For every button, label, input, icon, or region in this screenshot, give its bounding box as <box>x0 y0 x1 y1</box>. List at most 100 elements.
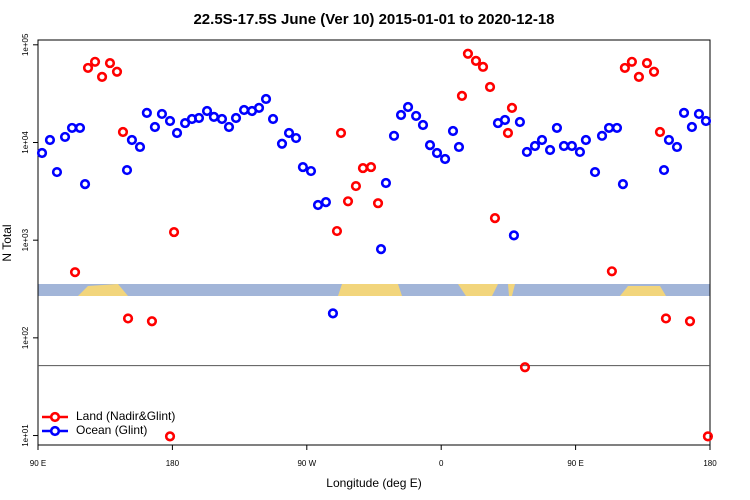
data-point <box>671 141 683 153</box>
data-point <box>658 164 670 176</box>
data-point <box>484 81 496 93</box>
legend-marker <box>49 411 61 423</box>
data-point <box>411 110 422 122</box>
data-point <box>477 61 489 72</box>
data-point <box>380 177 392 189</box>
data-point <box>424 140 436 151</box>
data-point <box>619 62 630 74</box>
data-point <box>305 165 317 177</box>
data-point <box>331 225 343 237</box>
data-point <box>193 112 205 124</box>
data-point <box>596 130 608 141</box>
data-point <box>69 267 81 278</box>
data-point <box>122 313 134 324</box>
data-point <box>551 122 563 134</box>
data-point <box>654 126 666 138</box>
data-point <box>59 131 71 143</box>
data-point <box>508 230 520 241</box>
data-point <box>146 316 158 327</box>
data-point <box>164 431 176 442</box>
data-point <box>417 119 429 131</box>
data-point <box>641 57 653 69</box>
chart-title: 22.5S-17.5S June (Ver 10) 2015-01-01 to … <box>193 11 554 28</box>
y-tick-label: 1e+03 <box>21 228 30 251</box>
data-point <box>168 226 180 238</box>
data-point <box>395 109 407 121</box>
data-point <box>141 107 152 118</box>
data-point <box>678 107 690 118</box>
data-point <box>456 90 468 101</box>
data-point <box>96 71 108 82</box>
data-point <box>453 141 465 153</box>
data-point <box>700 115 712 127</box>
data-point <box>580 134 592 146</box>
data-point <box>79 178 91 190</box>
data-point <box>104 57 116 69</box>
data-point <box>276 138 288 149</box>
data-point <box>51 166 63 178</box>
data-point <box>149 121 161 133</box>
y-tick-label: 1e+04 <box>21 131 30 154</box>
data-point <box>663 134 675 146</box>
data-point <box>320 197 332 208</box>
data-point <box>267 113 279 125</box>
data-point <box>521 146 533 158</box>
data-point <box>350 180 362 192</box>
data-point <box>171 127 183 139</box>
data-point <box>223 121 235 133</box>
legend-label: Land (Nadir&Glint) <box>76 409 175 423</box>
data-point <box>253 102 265 113</box>
legend-marker <box>49 425 61 437</box>
data-point <box>611 122 623 134</box>
data-point <box>684 316 696 327</box>
data-point <box>335 127 347 139</box>
data-point <box>388 130 400 141</box>
data-point <box>126 134 138 146</box>
data-point <box>606 266 617 277</box>
y-axis-label: N Total <box>0 224 14 261</box>
data-point <box>260 93 272 105</box>
data-point <box>327 308 339 319</box>
data-point <box>134 141 146 153</box>
data-point <box>164 115 176 127</box>
x-tick-label: 180 <box>166 459 180 468</box>
data-point <box>342 196 354 207</box>
data-point <box>489 213 501 224</box>
data-point <box>447 125 459 137</box>
data-point <box>36 147 48 159</box>
data-point <box>617 178 629 190</box>
data-point <box>216 113 228 125</box>
x-tick-label: 180 <box>703 459 717 468</box>
data-point <box>431 147 443 159</box>
legend-label: Ocean (Glint) <box>76 423 147 437</box>
data-point <box>566 140 577 152</box>
data-point <box>519 362 531 373</box>
data-point <box>462 48 474 59</box>
data-point <box>502 127 514 139</box>
map-strip <box>38 284 710 296</box>
data-point <box>536 134 548 146</box>
data-point <box>626 56 637 67</box>
data-point <box>82 62 94 74</box>
data-point <box>506 102 518 113</box>
data-point <box>372 198 384 209</box>
data-point <box>121 164 133 176</box>
plot-frame <box>37 39 711 446</box>
data-point <box>544 144 556 156</box>
data-point <box>514 116 525 128</box>
data-point <box>230 112 242 124</box>
data-point <box>179 117 191 129</box>
data-point <box>44 134 56 146</box>
data-point <box>365 161 377 173</box>
data-point <box>297 161 309 173</box>
x-axis-label: Longitude (deg E) <box>326 476 421 490</box>
x-tick-label: 0 <box>439 459 444 468</box>
data-point <box>702 431 714 442</box>
x-tick-label: 90 E <box>30 459 46 468</box>
data-point <box>686 121 698 133</box>
data-point <box>648 66 660 77</box>
y-tick-label: 1e+02 <box>21 326 30 349</box>
data-point <box>375 244 387 255</box>
